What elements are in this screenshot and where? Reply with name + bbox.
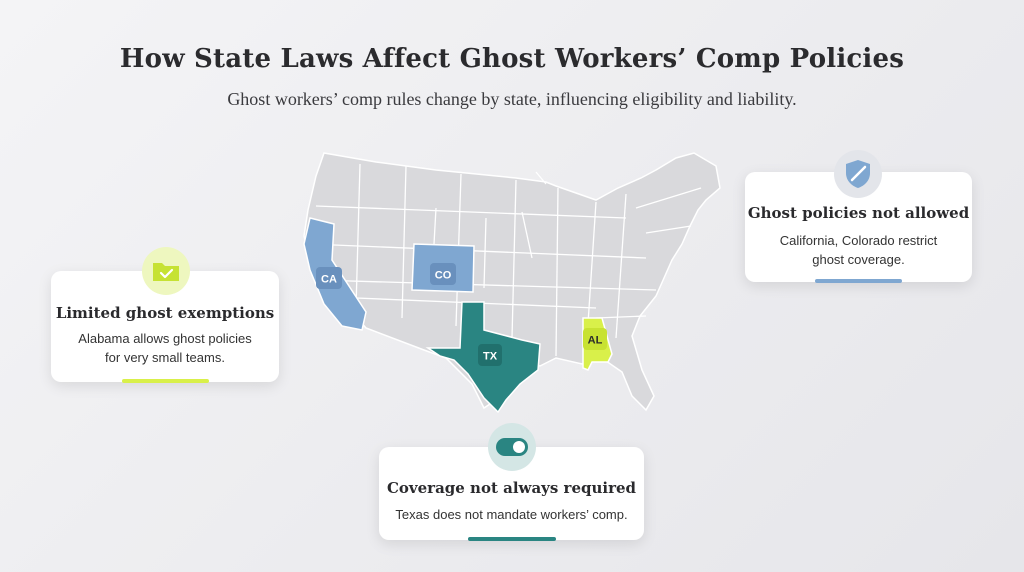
toggle-icon [488, 423, 536, 471]
state-label-al-text: AL [588, 335, 603, 347]
page-subtitle: Ghost workers’ comp rules change by stat… [227, 89, 797, 109]
card-not-required-desc: Texas does not mandate workers’ comp. [379, 505, 644, 524]
card-limited-desc-line: Alabama allows ghost policies [78, 331, 252, 346]
state-label-al: AL [583, 328, 607, 350]
card-not-allowed-desc: California, Colorado restrict ghost cove… [745, 231, 972, 269]
card-not-required-title: Coverage not always required [386, 479, 637, 497]
shield-icon [834, 150, 882, 198]
card-not-required-accent [468, 537, 556, 541]
state-label-co-text: CO [435, 270, 452, 282]
card-limited-accent [122, 379, 209, 383]
card-not-allowed-desc-line: ghost coverage. [812, 252, 905, 267]
card-not-allowed-title: Ghost policies not allowed [747, 204, 970, 222]
state-label-tx: TX [478, 344, 502, 366]
card-limited-desc-line: for very small teams. [105, 350, 225, 365]
folder-check-icon [142, 247, 190, 295]
card-limited-title: Limited ghost exemptions [55, 304, 275, 322]
us-map: CA CO TX AL [303, 152, 721, 414]
state-label-ca: CA [316, 267, 342, 289]
card-not-allowed-accent [815, 279, 902, 283]
state-label-tx-text: TX [483, 351, 498, 363]
card-not-allowed-desc-line: California, Colorado restrict [779, 233, 938, 248]
page-title: How State Laws Affect Ghost Workers’ Com… [119, 44, 905, 74]
card-not-required-desc-line: Texas does not mandate workers’ comp. [395, 507, 628, 522]
card-limited-desc: Alabama allows ghost policies for very s… [51, 329, 279, 367]
state-label-co: CO [430, 263, 456, 285]
state-label-ca-text: CA [321, 274, 337, 286]
